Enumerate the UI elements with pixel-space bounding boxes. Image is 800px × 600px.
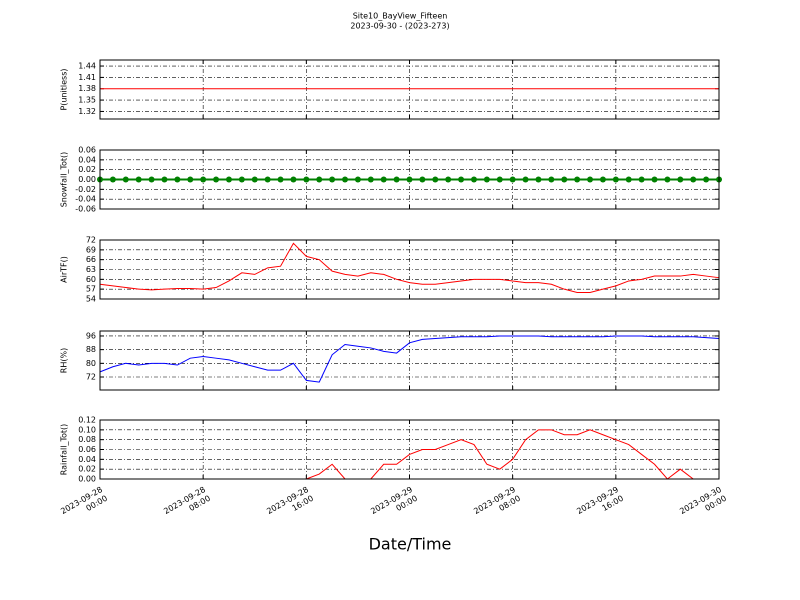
plot-frame	[99, 419, 720, 480]
y-tick-label: 63	[86, 265, 96, 274]
y-tick-label: 88	[86, 345, 96, 354]
data-point	[135, 176, 142, 183]
data-point	[432, 176, 439, 183]
data-point	[690, 176, 697, 183]
y-tick-label: 60	[86, 275, 96, 284]
y-tick-label: 57	[86, 285, 96, 294]
data-point	[329, 176, 336, 183]
data-point	[148, 176, 155, 183]
data-point	[419, 176, 426, 183]
y-tick-label: 0.10	[78, 425, 96, 434]
data-point	[612, 176, 619, 183]
data-point	[587, 176, 594, 183]
y-tick-label: -0.06	[75, 205, 96, 214]
data-point	[303, 176, 310, 183]
data-point	[187, 176, 194, 183]
y-tick-label: -0.04	[75, 195, 96, 204]
y-axis-label: AirTF()	[60, 256, 69, 283]
y-tick-label: 54	[86, 295, 96, 304]
y-tick-label: 0.02	[78, 165, 96, 174]
data-point	[535, 176, 542, 183]
y-tick-label: 0.06	[78, 445, 96, 454]
data-point	[483, 176, 490, 183]
data-point	[470, 176, 477, 183]
data-point	[200, 176, 207, 183]
data-point	[122, 176, 129, 183]
chart-subtitle: 2023-09-30 - (2023-273)	[350, 22, 449, 31]
data-point	[664, 176, 671, 183]
y-tick-label: 0.12	[78, 416, 96, 425]
data-point	[522, 176, 529, 183]
y-axis-label: RH(%)	[60, 348, 69, 373]
y-tick-label: 1.38	[78, 84, 96, 93]
y-tick-label: 72	[86, 236, 96, 245]
data-line	[99, 242, 720, 293]
plot-frame	[99, 239, 720, 300]
data-point	[625, 176, 632, 183]
y-tick-label: 0.04	[78, 455, 96, 464]
data-point	[290, 176, 297, 183]
data-point	[651, 176, 658, 183]
y-tick-label: 80	[86, 359, 96, 368]
data-point	[251, 176, 258, 183]
data-point	[509, 176, 516, 183]
y-tick-label: 72	[86, 373, 96, 382]
plot-frame	[99, 149, 720, 210]
y-tick-label: 69	[86, 245, 96, 254]
y-tick-label: 0.04	[78, 155, 96, 164]
y-tick-label: 0.02	[78, 465, 96, 474]
data-point	[354, 176, 361, 183]
y-tick-label: 1.44	[78, 62, 96, 71]
data-point	[380, 176, 387, 183]
data-point	[406, 176, 413, 183]
data-point	[174, 176, 181, 183]
data-point	[213, 176, 220, 183]
data-point	[277, 176, 284, 183]
data-point	[458, 176, 465, 183]
y-axis-label: Rainfall_Tot()	[60, 424, 69, 476]
data-point	[393, 176, 400, 183]
data-point	[445, 176, 452, 183]
y-axis-label: Snowfall_Tot()	[60, 152, 69, 208]
data-line	[99, 335, 720, 383]
data-point	[638, 176, 645, 183]
data-point	[574, 176, 581, 183]
y-tick-label: 96	[86, 331, 96, 340]
data-point	[161, 176, 168, 183]
x-axis-label: Date/Time	[369, 535, 452, 554]
data-point	[316, 176, 323, 183]
data-point	[367, 176, 374, 183]
y-axis-label: P(unitless)	[60, 68, 69, 110]
data-point	[599, 176, 606, 183]
data-point	[548, 176, 555, 183]
y-tick-label: 1.41	[78, 73, 96, 82]
data-point	[703, 176, 710, 183]
data-point	[109, 176, 116, 183]
y-tick-label: 1.35	[78, 96, 96, 105]
data-point	[225, 176, 232, 183]
data-point	[496, 176, 503, 183]
data-point	[677, 176, 684, 183]
plot-frame	[99, 59, 720, 120]
y-tick-label: 0.00	[78, 475, 96, 484]
y-tick-label: 0.00	[78, 175, 96, 184]
y-tick-label: -0.02	[75, 185, 96, 194]
data-point	[238, 176, 245, 183]
y-tick-label: 1.32	[78, 107, 96, 116]
y-tick-label: 66	[86, 255, 96, 264]
chart-title: Site10_BayView_Fifteen	[353, 12, 448, 21]
y-tick-label: 0.06	[78, 146, 96, 155]
plot-frame	[99, 330, 720, 391]
y-tick-label: 0.08	[78, 435, 96, 444]
data-point	[342, 176, 349, 183]
data-point	[561, 176, 568, 183]
data-point	[264, 176, 271, 183]
